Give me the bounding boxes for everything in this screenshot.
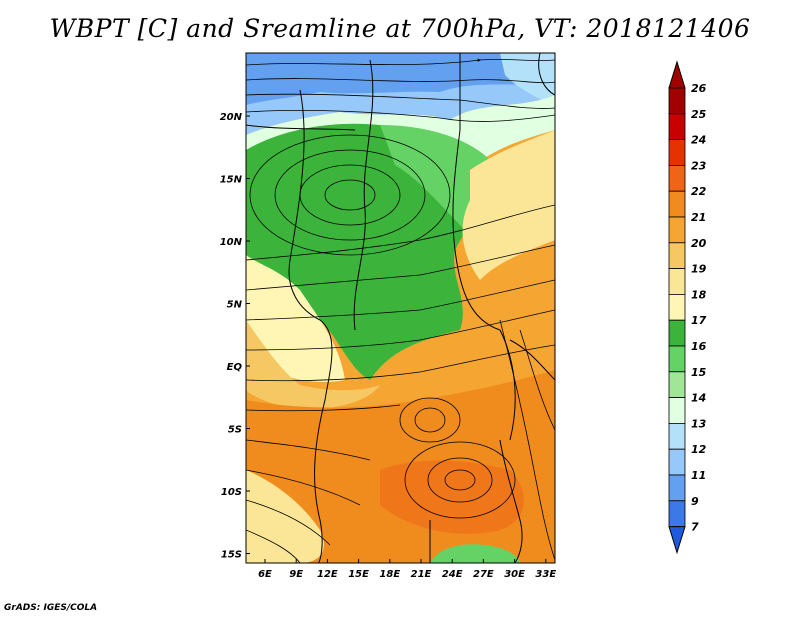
lat-label: 15N (220, 175, 243, 186)
colorbar-label: 11 (691, 469, 706, 482)
lon-label: 33E (535, 569, 556, 580)
lon-label: 18E (379, 569, 400, 580)
chart-title: WBPT [C] and Sreamline at 700hPa, VT: 20… (49, 14, 751, 43)
colorbar-label: 16 (691, 340, 707, 353)
lat-label: 10N (220, 237, 243, 248)
colorbar-top-triangle (668, 60, 686, 89)
colorbar-label: 14 (691, 392, 706, 405)
credit-text: GrADS: IGES/COLA (4, 603, 98, 613)
lon-label: 21E (411, 569, 432, 580)
longitude-axis: 6E 9E 12E 15E 18E 21E 24E 27E 30E 33E (258, 559, 556, 580)
colorbar-segment (668, 216, 686, 244)
colorbar-label: 12 (691, 443, 707, 456)
colorbar-label: 23 (691, 159, 707, 172)
colorbar: 26 25 24 23 22 21 20 19 18 17 16 15 14 13 12 11 9 7 (668, 60, 707, 555)
colorbar-segment (668, 113, 686, 141)
lon-label: 30E (504, 569, 525, 580)
colorbar-label: 18 (691, 288, 707, 301)
streamlines (246, 58, 555, 563)
lat-label: 20N (220, 112, 243, 123)
colorbar-label: 15 (691, 366, 707, 379)
colorbar-label: 17 (691, 314, 707, 327)
colorbar-segment (668, 87, 686, 115)
colorbar-segment (668, 474, 686, 502)
colorbar-segment (668, 397, 686, 424)
colorbar-label: 9 (691, 495, 699, 508)
colorbar-segment (668, 190, 686, 218)
lon-label: 15E (348, 569, 369, 580)
colorbar-segment (668, 139, 686, 166)
colorbar-label: 22 (691, 185, 707, 198)
lat-label: 10S (221, 487, 242, 498)
colorbar-label: 20 (691, 237, 707, 250)
colorbar-segment (668, 345, 686, 373)
lon-label: 6E (258, 569, 272, 580)
colorbar-segment (668, 500, 686, 527)
colorbar-segment (668, 448, 686, 476)
lat-label: 5S (228, 425, 242, 436)
map-panel (246, 53, 555, 563)
lon-label: 12E (317, 569, 338, 580)
lat-label: 15S (221, 550, 242, 561)
lon-label: 24E (442, 569, 463, 580)
colorbar-segment (668, 422, 686, 450)
colorbar-bottom-triangle (668, 526, 686, 555)
colorbar-label: 25 (691, 108, 707, 121)
lon-label: 9E (289, 569, 303, 580)
colorbar-label: 26 (691, 82, 707, 95)
colorbar-segment (668, 371, 686, 398)
latitude-axis: 20N 15N 10N 5N EQ 5S 10S 15S (220, 112, 250, 561)
colorbar-label: 24 (691, 134, 706, 147)
colorbar-segment (668, 293, 686, 321)
map-frame (245, 52, 556, 564)
lon-label: 27E (473, 569, 494, 580)
colorbar-label: 19 (691, 263, 707, 276)
colorbar-segment (668, 164, 686, 192)
colorbar-label: 13 (691, 417, 707, 430)
colorbar-segment (668, 242, 686, 270)
colorbar-label: 21 (691, 211, 706, 224)
borders (246, 53, 555, 563)
colorbar-segment (668, 319, 686, 347)
colorbar-segment (668, 268, 686, 295)
colorbar-label: 7 (691, 521, 699, 534)
lat-label: EQ (227, 362, 243, 373)
lat-label: 5N (227, 300, 243, 311)
